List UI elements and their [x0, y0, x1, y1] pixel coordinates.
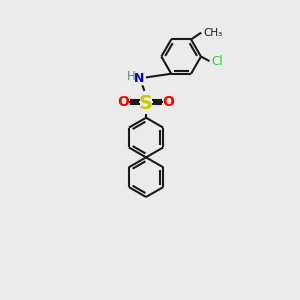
Text: Cl: Cl: [211, 55, 223, 68]
Text: O: O: [117, 95, 129, 110]
Text: S: S: [139, 94, 153, 113]
Text: H: H: [127, 70, 136, 83]
Text: CH₃: CH₃: [203, 28, 222, 38]
Text: O: O: [163, 95, 175, 110]
Text: N: N: [134, 72, 144, 85]
